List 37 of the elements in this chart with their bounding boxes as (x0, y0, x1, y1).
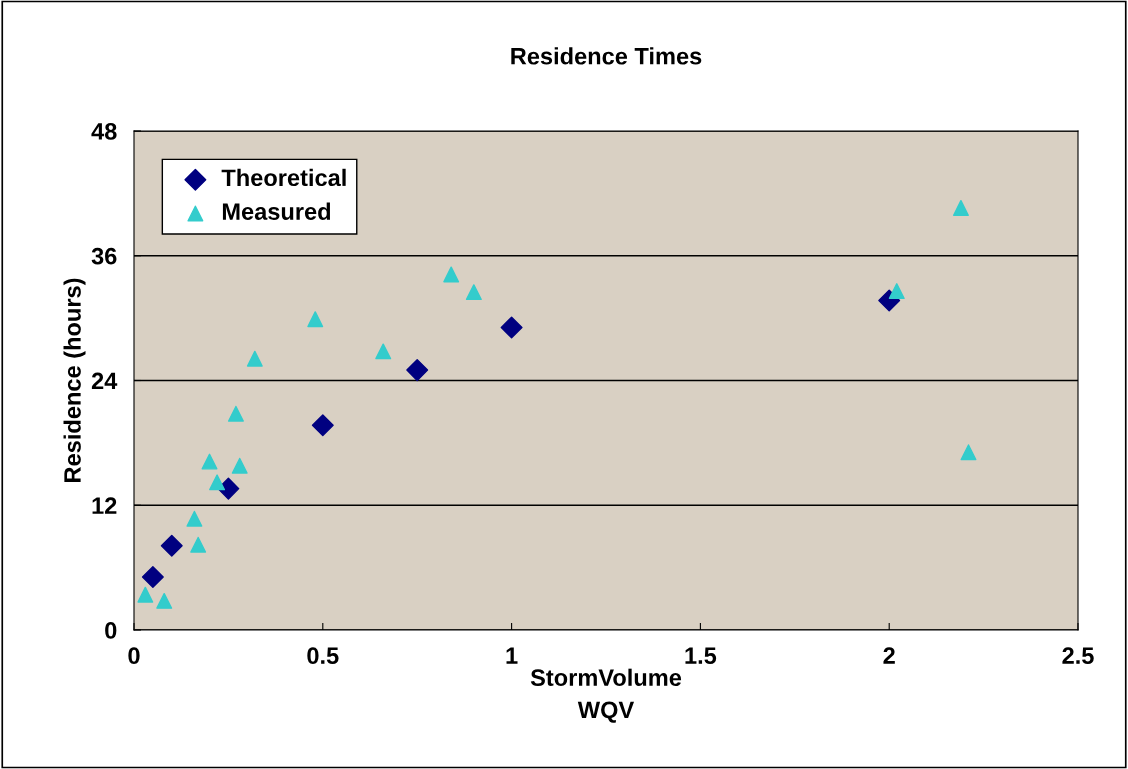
point (156, 592, 173, 609)
point (888, 283, 905, 300)
y-tick-label: 12 (92, 497, 117, 514)
x-axis-title: StormVolume WQV (530, 668, 682, 723)
x-tick-label: 2.5 (1062, 647, 1094, 665)
point (190, 536, 207, 553)
y-tick-label: 48 (91, 123, 117, 140)
y-tick-label: 36 (91, 247, 117, 265)
y-axis-title: Residence (hours) (63, 278, 86, 482)
y-tick-label: 24 (91, 372, 118, 390)
point (209, 474, 226, 491)
point (201, 453, 218, 470)
point (137, 586, 154, 603)
point (443, 266, 460, 283)
x-tick-label: 2 (883, 647, 895, 664)
x-tick-label: 0 (128, 647, 140, 665)
point (231, 457, 248, 474)
point (952, 199, 969, 216)
point (465, 284, 482, 301)
point (141, 565, 164, 588)
point (227, 405, 244, 422)
point (246, 350, 263, 367)
point (311, 414, 334, 437)
point (160, 534, 183, 557)
legend-label: Measured (222, 202, 331, 220)
legend-label: Theoretical (221, 168, 346, 187)
x-tick-label: 1 (506, 647, 518, 664)
point (500, 316, 523, 339)
chart-title: Residence Times (511, 47, 702, 65)
y-tick-label: 0 (105, 622, 117, 639)
point (307, 311, 324, 328)
point (375, 343, 392, 360)
point (406, 359, 429, 382)
point (186, 510, 203, 527)
x-tick-label: 1.5 (685, 647, 717, 665)
point (960, 444, 977, 461)
x-tick-label: 0.5 (307, 647, 339, 665)
